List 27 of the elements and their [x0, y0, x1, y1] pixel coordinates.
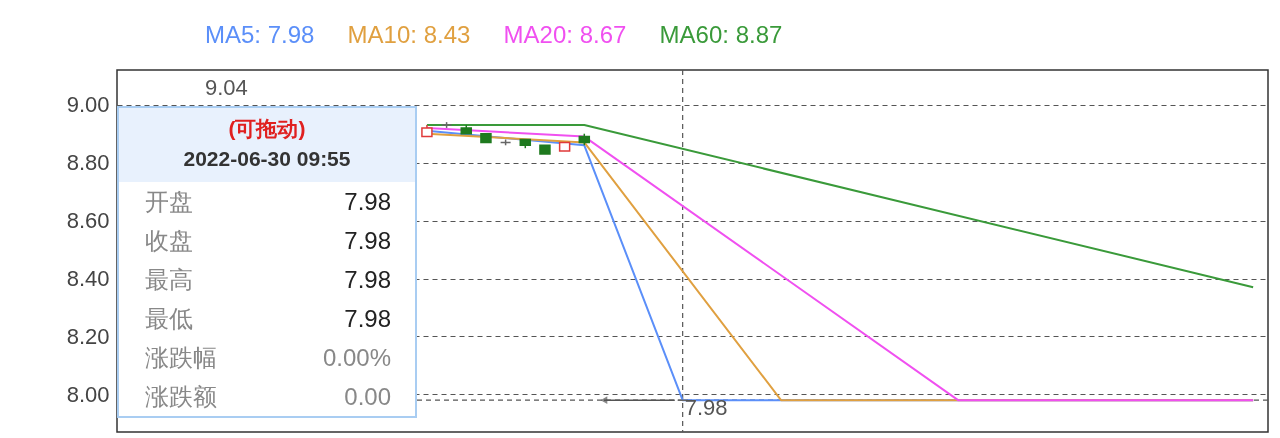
- annotation: 2022-06-30 09:55: [182, 146, 352, 172]
- tooltip-header: (可拖动) 2022-06-30 09:55: [119, 108, 415, 182]
- y-tick-label: 8.20: [66, 323, 110, 349]
- annotation: 涨跌额: [145, 382, 217, 412]
- text: MA20: 8.67: [503, 21, 627, 48]
- y-tick-label: 8.60: [66, 208, 110, 234]
- annotation: 收盘: [145, 226, 193, 256]
- annotation: 开盘: [145, 187, 193, 217]
- annotation: 最低: [145, 304, 193, 334]
- annotation: 最高: [145, 265, 193, 295]
- annotation: 0.00%: [322, 343, 391, 373]
- annotation: 7.98: [344, 265, 391, 295]
- annotation: 9.04: [205, 75, 248, 100]
- annotation: 涨跌幅: [145, 343, 217, 373]
- annotation: 7.98: [684, 395, 728, 421]
- annotation: 7.98: [344, 187, 391, 217]
- annotation: 7.98: [344, 304, 391, 334]
- text: MA10: 8.43: [347, 21, 471, 48]
- text: MA60: 8.87: [659, 21, 783, 48]
- annotation: 7.98: [344, 226, 391, 256]
- text: MA5: 7.98: [205, 21, 315, 48]
- annotation: 0.00: [344, 382, 391, 412]
- y-tick-label: 8.00: [66, 381, 110, 407]
- y-tick-label: 8.80: [66, 150, 110, 176]
- y-tick-label: 8.40: [66, 266, 110, 292]
- y-tick-label: 9.00: [66, 92, 110, 118]
- annotation: (可拖动): [227, 116, 307, 142]
